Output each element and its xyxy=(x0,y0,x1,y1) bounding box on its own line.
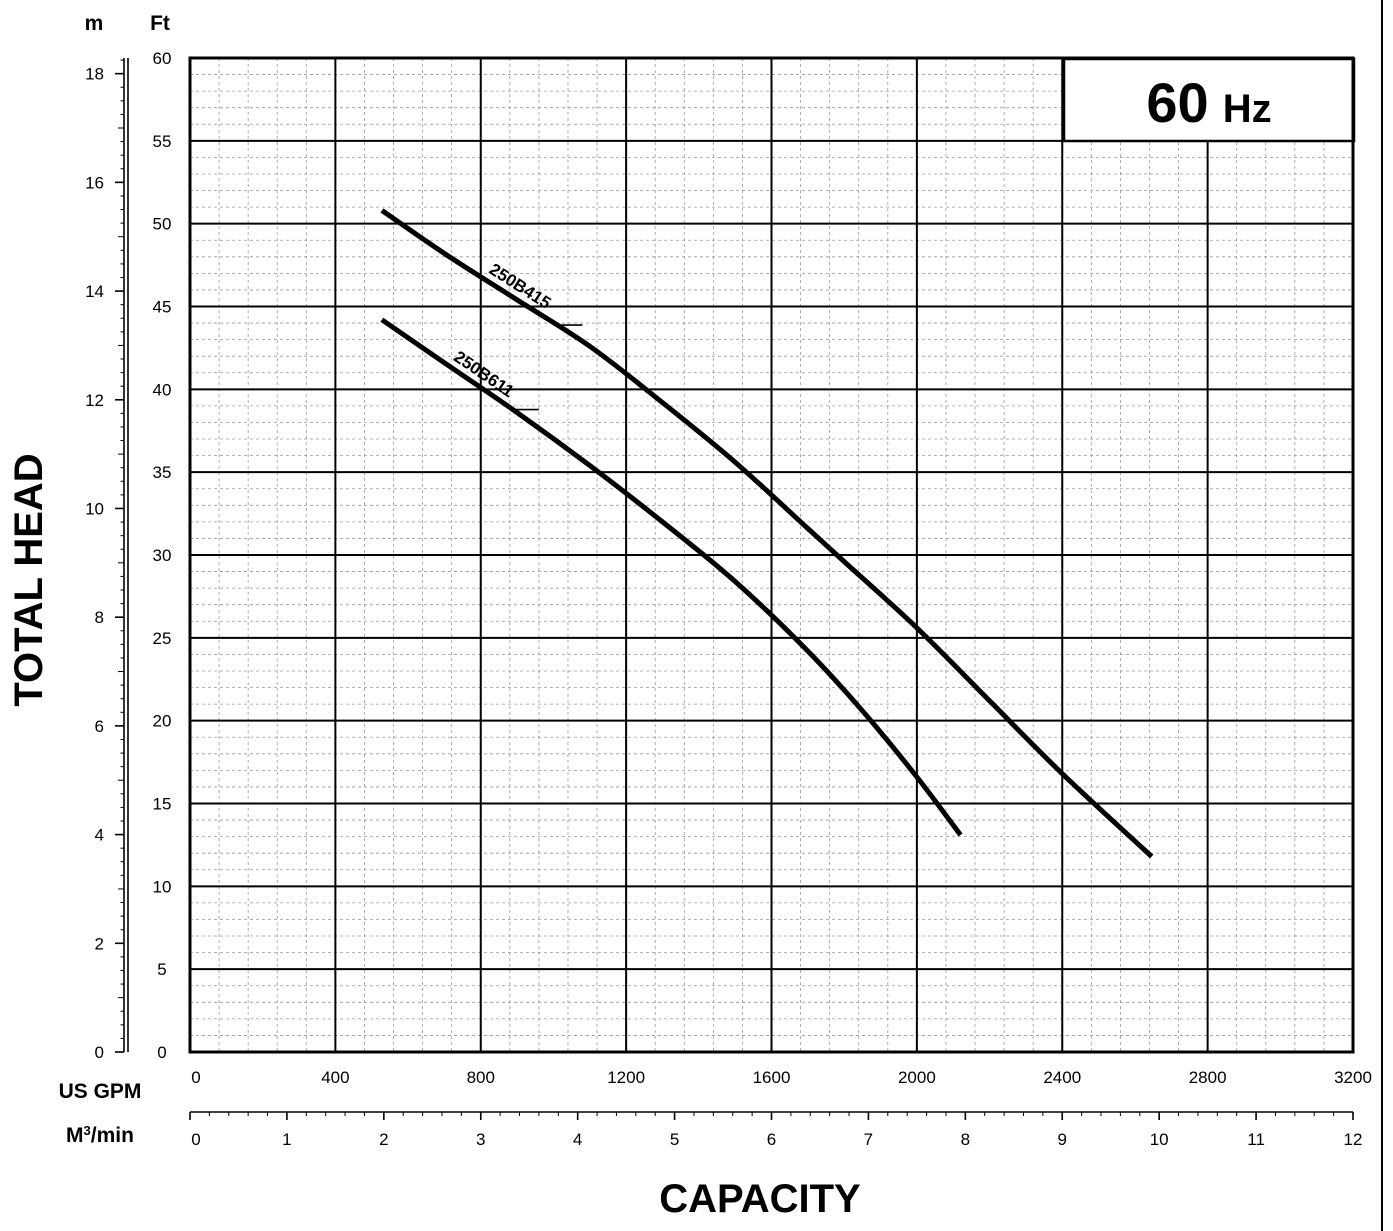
feet-tick-label: 5 xyxy=(157,960,166,979)
x-axis-title: CAPACITY xyxy=(659,1177,861,1221)
m3-unit-base: M xyxy=(66,1124,84,1147)
meter-tick-label: 6 xyxy=(95,717,104,736)
m3-tick-label: 11 xyxy=(1247,1130,1265,1149)
meter-unit-label: m xyxy=(85,12,104,35)
feet-tick-label: 40 xyxy=(153,380,172,399)
frequency-badge: 60 Hz xyxy=(1062,57,1356,143)
m3-tick-label: 2 xyxy=(379,1130,388,1149)
m3-tick-label: 10 xyxy=(1150,1130,1169,1149)
gpm-tick-label: 1200 xyxy=(607,1068,645,1087)
m3-tick-label: 5 xyxy=(670,1130,679,1149)
frequency-unit: Hz xyxy=(1223,87,1272,131)
meter-tick-label: 2 xyxy=(95,934,104,953)
feet-tick-label: 55 xyxy=(153,132,172,151)
feet-tick-label: 30 xyxy=(153,546,172,565)
feet-tick-label: 45 xyxy=(153,298,172,317)
gpm-tick-label: 3200 xyxy=(1334,1068,1372,1087)
plot-frame xyxy=(188,56,1355,1054)
m3-tick-label: 7 xyxy=(864,1130,873,1149)
feet-tick-label: 35 xyxy=(153,463,172,482)
m3-tick-label: 0 xyxy=(191,1130,200,1149)
meter-tick-label: 16 xyxy=(85,173,104,192)
gpm-tick-label: 800 xyxy=(467,1068,495,1087)
meter-tick-label: 8 xyxy=(95,608,104,627)
gpm-tick-label: 2400 xyxy=(1043,1068,1081,1087)
gpm-tick-label: 2000 xyxy=(898,1068,936,1087)
gpm-tick-label: 400 xyxy=(321,1068,349,1087)
curve-250B415 xyxy=(380,208,1154,859)
m3-unit-label: M3/min xyxy=(66,1123,134,1148)
gpm-tick-label: 2800 xyxy=(1189,1068,1227,1087)
m3-tick-label: 6 xyxy=(767,1130,776,1149)
gpm-unit-label: US GPM xyxy=(59,1080,142,1103)
curves xyxy=(380,208,1154,859)
m3-tick-label: 4 xyxy=(573,1130,582,1149)
m3-unit-rest: /min xyxy=(91,1124,134,1147)
gpm-tick-label: 1600 xyxy=(753,1068,791,1087)
feet-tick-label: 50 xyxy=(153,215,172,234)
meter-tick-label: 14 xyxy=(85,282,104,301)
feet-tick-label: 25 xyxy=(153,629,172,648)
m3-tick-label: 12 xyxy=(1344,1130,1363,1149)
gpm-tick-label: 0 xyxy=(191,1068,200,1087)
meter-tick-label: 0 xyxy=(95,1043,104,1062)
m3-tick-label: 3 xyxy=(476,1130,485,1149)
m3-tick-label: 1 xyxy=(282,1130,291,1149)
curve-250B611 xyxy=(380,317,963,837)
meter-tick-label: 4 xyxy=(95,826,104,845)
feet-tick-label: 20 xyxy=(153,712,172,731)
m3-unit-sup: 3 xyxy=(84,1123,91,1138)
y-axis-title: TOTAL HEAD xyxy=(7,453,51,706)
feet-tick-label: 60 xyxy=(153,49,172,68)
feet-tick-label: 0 xyxy=(157,1043,166,1062)
frequency-badge-box xyxy=(1062,57,1356,143)
gpm-tick-labels: 0 400 800 1200 1600 2000 2400 2800 3200 xyxy=(191,1068,1372,1087)
feet-tick-label: 10 xyxy=(153,877,172,896)
m3-tick-label: 9 xyxy=(1058,1130,1067,1149)
feet-tick-label: 15 xyxy=(153,795,172,814)
meter-tick-label: 12 xyxy=(85,391,104,410)
meter-axis: 0 2 4 6 8 10 12 14 16 18 xyxy=(85,58,129,1062)
feet-unit-label: Ft xyxy=(150,12,170,35)
m3-tick-label: 8 xyxy=(961,1130,970,1149)
frequency-badge-text: 60 Hz xyxy=(1146,71,1271,134)
frequency-value: 60 xyxy=(1146,71,1208,134)
meter-tick-label: 10 xyxy=(85,499,104,518)
feet-tick-labels: 0 5 10 15 20 25 30 35 40 45 50 55 60 xyxy=(153,49,172,1062)
m3-axis: 0 1 2 3 4 5 6 7 8 9 10 11 12 xyxy=(189,1111,1363,1149)
meter-tick-label: 18 xyxy=(85,65,104,84)
